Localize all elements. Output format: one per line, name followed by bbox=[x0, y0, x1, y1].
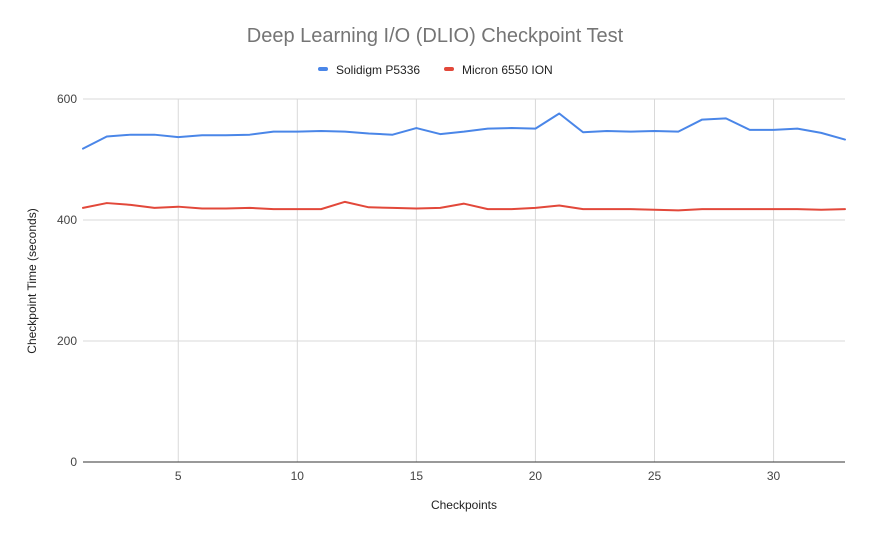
y-tick-label: 200 bbox=[57, 334, 77, 348]
x-axis-label: Checkpoints bbox=[431, 498, 497, 512]
series bbox=[82, 112, 846, 212]
legend-swatch-solidigm bbox=[318, 67, 328, 71]
legend-swatch-micron bbox=[444, 67, 454, 71]
axes: 0 200 400 600 5 10 15 20 25 30 bbox=[57, 92, 845, 483]
y-tick-label: 0 bbox=[70, 455, 77, 469]
series-line-micron[interactable] bbox=[82, 200, 846, 212]
legend: Solidigm P5336 Micron 6550 ION bbox=[318, 63, 553, 77]
x-tick-label: 20 bbox=[529, 469, 543, 483]
chart-title: Deep Learning I/O (DLIO) Checkpoint Test bbox=[247, 25, 624, 47]
x-tick-label: 5 bbox=[175, 469, 182, 483]
y-tick-label: 400 bbox=[57, 213, 77, 227]
x-tick-label: 10 bbox=[291, 469, 305, 483]
x-tick-label: 25 bbox=[648, 469, 662, 483]
x-tick-label: 15 bbox=[410, 469, 424, 483]
series-line-solidigm[interactable] bbox=[82, 112, 846, 150]
y-tick-label: 600 bbox=[57, 92, 77, 106]
legend-item-micron[interactable]: Micron 6550 ION bbox=[444, 63, 553, 77]
legend-item-solidigm[interactable]: Solidigm P5336 bbox=[318, 63, 420, 77]
x-tick-label: 30 bbox=[767, 469, 781, 483]
legend-label-solidigm: Solidigm P5336 bbox=[336, 63, 420, 77]
y-axis-label: Checkpoint Time (seconds) bbox=[25, 208, 39, 353]
gridlines bbox=[83, 98, 845, 462]
legend-label-micron: Micron 6550 ION bbox=[462, 63, 553, 77]
